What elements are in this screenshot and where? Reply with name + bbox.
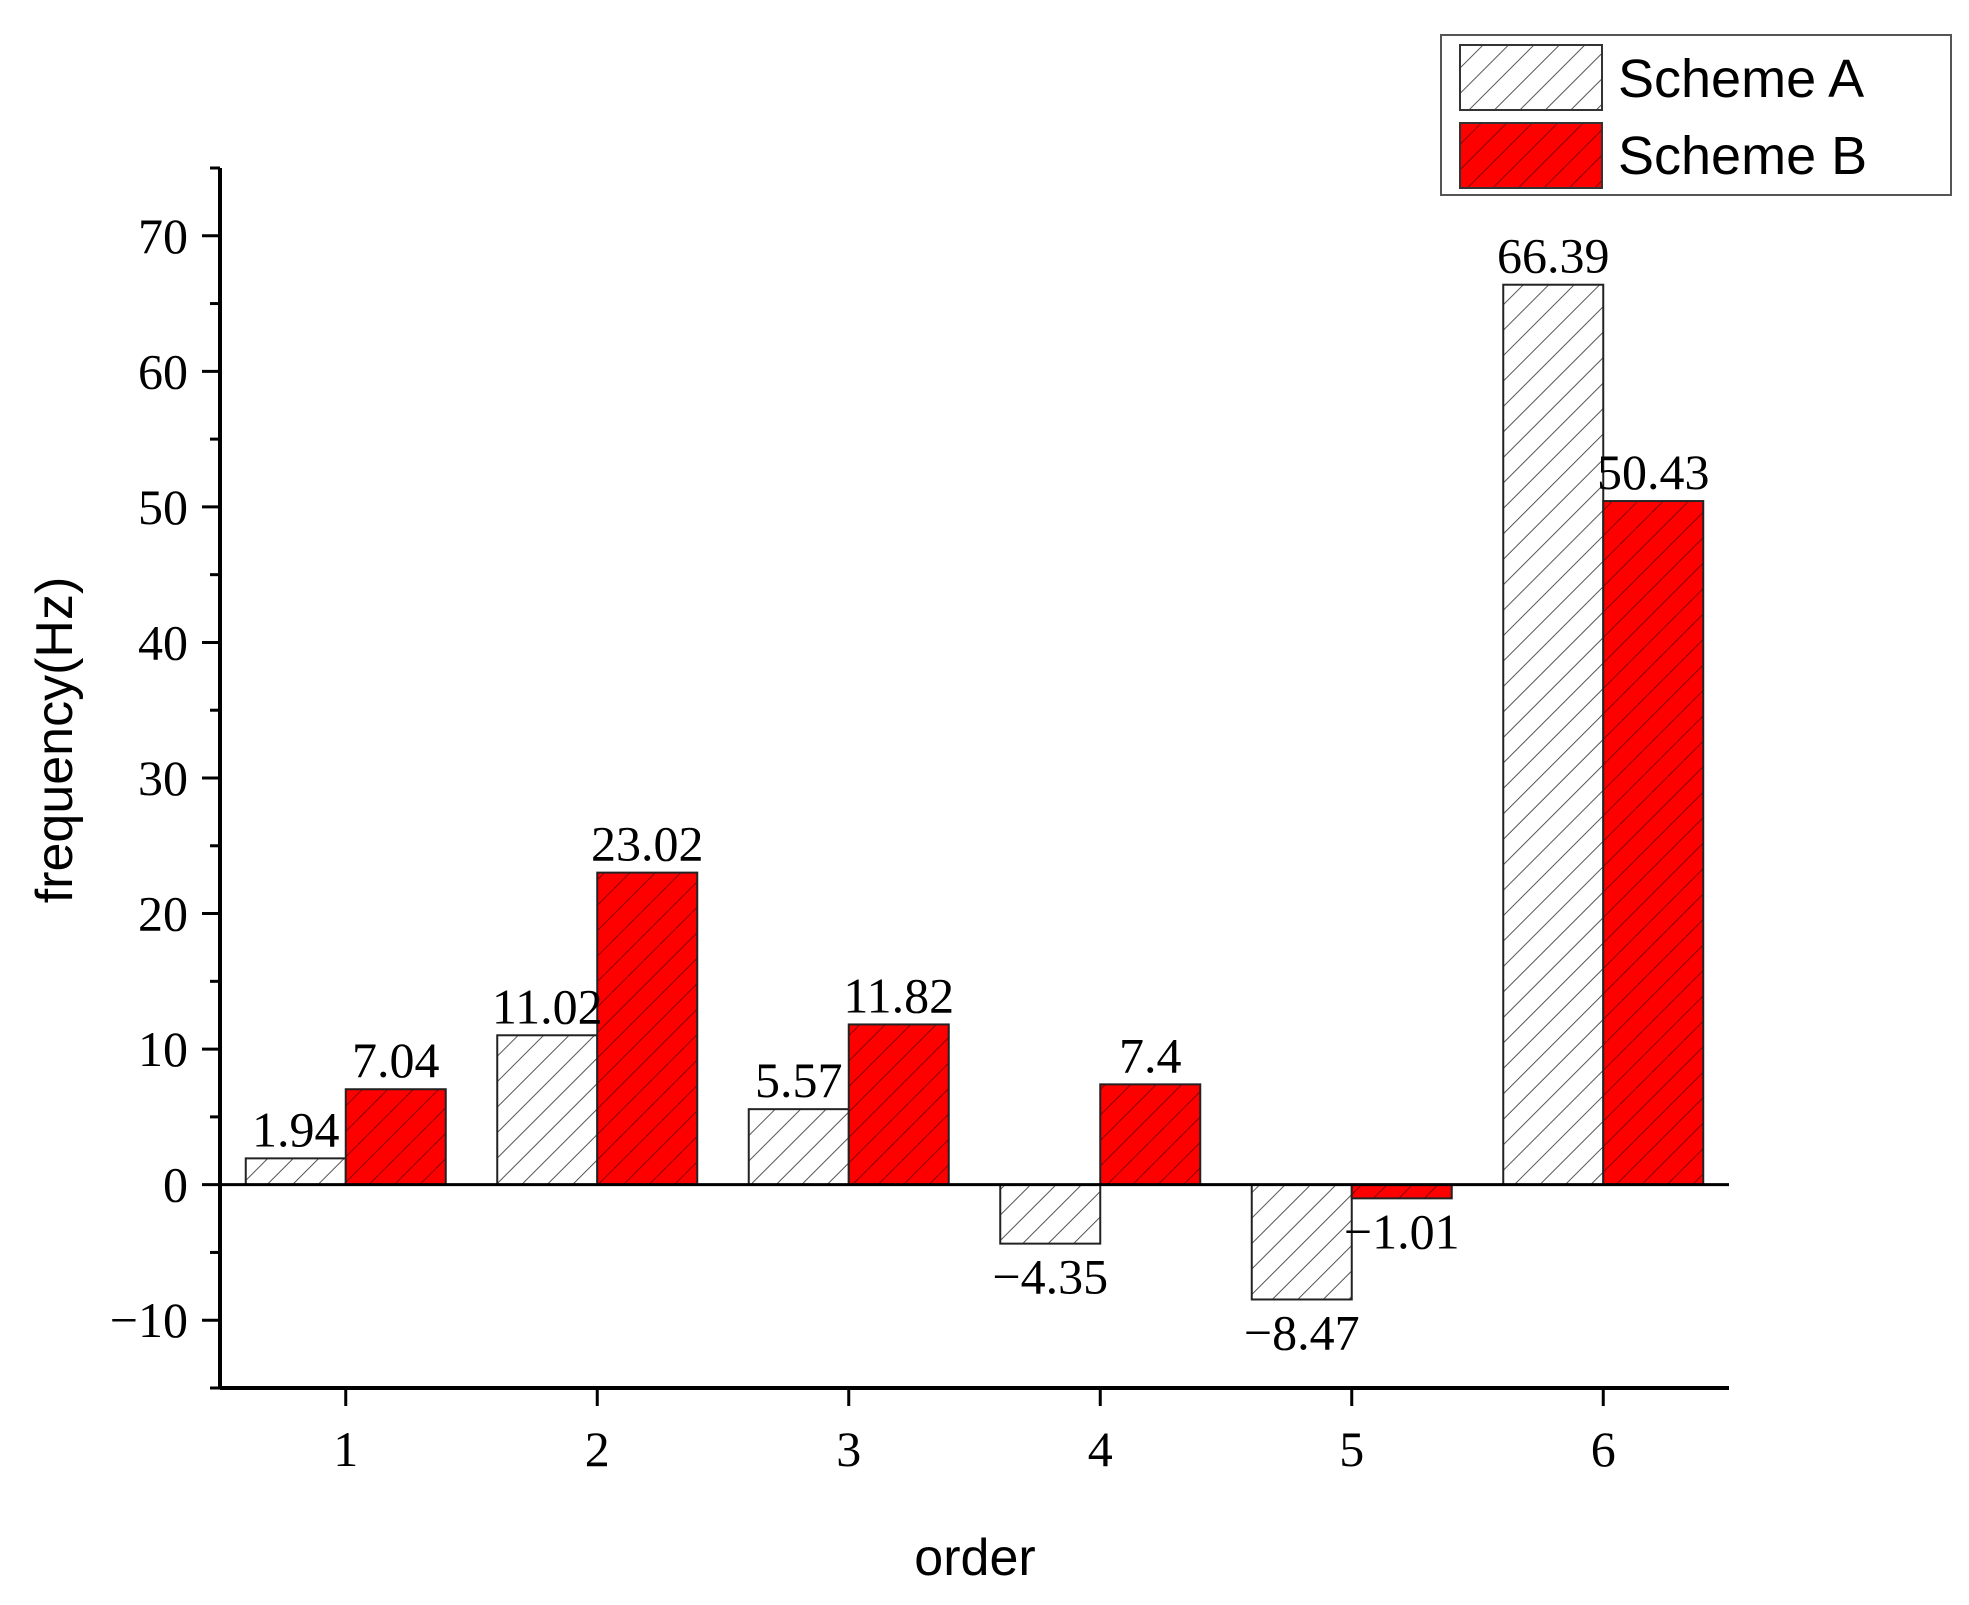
y-tick-label-20: 20 — [138, 886, 188, 942]
legend-label-scheme-b: Scheme B — [1618, 126, 1867, 186]
data-label-scheme-b-5: −1.01 — [1344, 1203, 1460, 1259]
y-tick-label-50: 50 — [138, 479, 188, 535]
y-tick-label-40: 40 — [138, 614, 188, 670]
x-tick-label-5: 5 — [1339, 1421, 1364, 1477]
y-tick-label-30: 30 — [138, 750, 188, 806]
data-label-scheme-b-3: 11.82 — [843, 967, 954, 1023]
data-label-scheme-a-2: 11.02 — [492, 978, 603, 1034]
legend-swatch-scheme-b — [1459, 122, 1603, 189]
y-axis-title: frequency(Hz) — [26, 577, 84, 904]
x-tick-label-3: 3 — [836, 1421, 861, 1477]
legend-swatch-scheme-a — [1459, 44, 1603, 111]
bar-scheme-b-1 — [344, 1088, 447, 1186]
y-tick-label--10: −10 — [110, 1292, 188, 1348]
y-tick-label-70: 70 — [138, 208, 188, 264]
x-axis-title: order — [914, 1529, 1035, 1587]
legend: Scheme A Scheme B — [1440, 34, 1952, 196]
x-tick-label-6: 6 — [1591, 1421, 1616, 1477]
bar-scheme-a-4 — [999, 1183, 1102, 1245]
data-label-scheme-a-4: −4.35 — [992, 1249, 1108, 1305]
plot-area: −10 0 10 20 30 40 50 60 70 1 2 3 4 5 6 1.94 11.02 5.57 −4.… — [110, 166, 1729, 1477]
y-tick-label-10: 10 — [138, 1021, 188, 1077]
data-label-scheme-a-5: −8.47 — [1244, 1304, 1360, 1360]
data-label-scheme-a-1: 1.94 — [252, 1101, 340, 1157]
x-tick-label-1: 1 — [333, 1421, 358, 1477]
bar-scheme-a-6 — [1502, 283, 1605, 1186]
bar-scheme-a-2 — [496, 1034, 599, 1186]
bar-scheme-b-2 — [596, 871, 699, 1186]
x-tick-label-4: 4 — [1088, 1421, 1113, 1477]
bar-scheme-a-1 — [244, 1157, 347, 1186]
bar-scheme-a-3 — [747, 1108, 850, 1186]
data-label-scheme-b-2: 23.02 — [591, 816, 704, 872]
data-label-scheme-b-4: 7.4 — [1119, 1027, 1182, 1083]
data-label-scheme-b-6: 50.43 — [1597, 444, 1710, 500]
x-tick-label-2: 2 — [585, 1421, 610, 1477]
bar-scheme-b-4 — [1099, 1083, 1202, 1186]
bar-scheme-a-5 — [1250, 1183, 1353, 1301]
legend-label-scheme-a: Scheme A — [1618, 49, 1864, 109]
bar-scheme-b-5 — [1350, 1183, 1453, 1200]
y-tick-label-60: 60 — [138, 343, 188, 399]
data-label-scheme-b-1: 7.04 — [352, 1032, 440, 1088]
data-label-scheme-a-6: 66.39 — [1497, 228, 1610, 284]
bar-scheme-b-3 — [847, 1023, 950, 1186]
bar-scheme-b-6 — [1602, 500, 1705, 1186]
data-label-scheme-a-3: 5.57 — [755, 1052, 843, 1108]
y-tick-label-0: 0 — [163, 1157, 188, 1213]
